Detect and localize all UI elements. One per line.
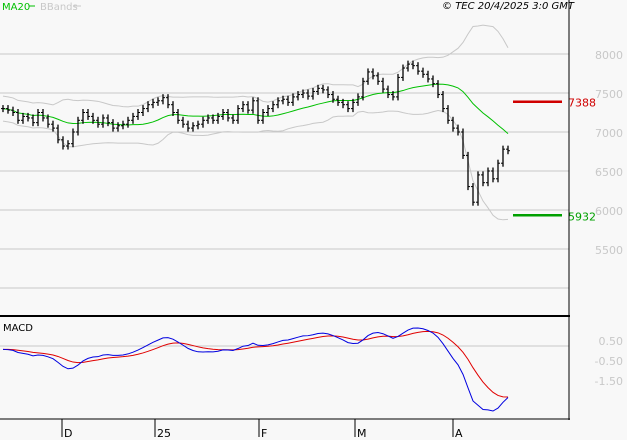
x-tick-label: 25 <box>157 427 171 440</box>
y-tick-label: 7500 <box>595 88 623 101</box>
level-label: 7388 <box>568 97 596 110</box>
x-tick-label: A <box>455 427 463 440</box>
y-tick-label: 6500 <box>595 166 623 179</box>
ma20-line <box>2 83 509 134</box>
macd-line <box>2 327 509 412</box>
copyright: © TEC 20/4/2025 3:0 GMT <box>442 1 575 12</box>
y-tick-label: 6000 <box>595 205 623 218</box>
legend-bbands: BBands <box>40 2 78 13</box>
y-tick-label: 8000 <box>595 49 623 62</box>
macd-signal-line <box>2 330 509 398</box>
level-label: 5932 <box>568 210 596 223</box>
macd-title: MACD <box>3 323 33 334</box>
y-tick-label: 7000 <box>595 127 623 140</box>
legend-ma20: MA20 <box>2 2 30 13</box>
macd-y-tick-label: 0.50 <box>599 335 624 348</box>
x-tick-label: F <box>261 427 267 440</box>
bband-lower-line <box>2 109 509 221</box>
y-tick-label: 5500 <box>595 244 623 257</box>
x-tick-label: M <box>357 427 367 440</box>
bband-upper-line <box>2 24 509 108</box>
macd-y-tick-label: -0.50 <box>595 355 623 368</box>
macd-y-tick-label: -1.50 <box>595 375 623 388</box>
x-tick-label: D <box>64 427 72 440</box>
